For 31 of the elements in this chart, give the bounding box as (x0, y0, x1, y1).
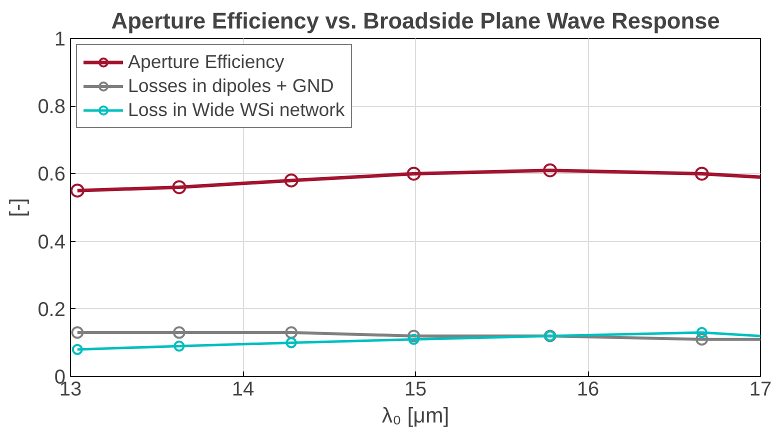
point (72, 344, 83, 355)
point (172, 326, 186, 339)
point (285, 326, 298, 339)
point (71, 326, 84, 339)
point (174, 340, 185, 352)
y-tick-label: 0.6 (38, 164, 66, 186)
x-axis-title: λ₀ [μm] (382, 404, 450, 428)
x-tick-label: 14 (232, 378, 254, 400)
y-tick-label: 1 (54, 28, 66, 50)
x-tick-label: 15 (404, 378, 427, 400)
chart-title: Aperture Efficiency vs. Broadside Plane Wave Response (111, 8, 720, 34)
point (70, 184, 84, 198)
point (406, 166, 421, 181)
point (543, 163, 558, 178)
point (694, 166, 709, 181)
point (408, 330, 420, 342)
point (696, 327, 708, 338)
point (408, 334, 420, 345)
point (696, 333, 708, 346)
legend-label: Aperture Efficiency (128, 51, 284, 73)
y-tick-label: 0.2 (38, 298, 66, 321)
y-tick-label: 0.4 (38, 231, 66, 254)
point (284, 173, 298, 188)
legend-label: Losses in dipoles + GND (128, 75, 334, 97)
y-tick-label: 0.8 (38, 96, 66, 118)
x-tick-label: 17 (749, 378, 772, 400)
legend-label: Loss in Wide WSi network (128, 99, 345, 121)
point (172, 180, 186, 194)
point (286, 337, 297, 348)
x-tick-label: 16 (576, 378, 600, 400)
y-axis-title: [-] (6, 198, 30, 217)
